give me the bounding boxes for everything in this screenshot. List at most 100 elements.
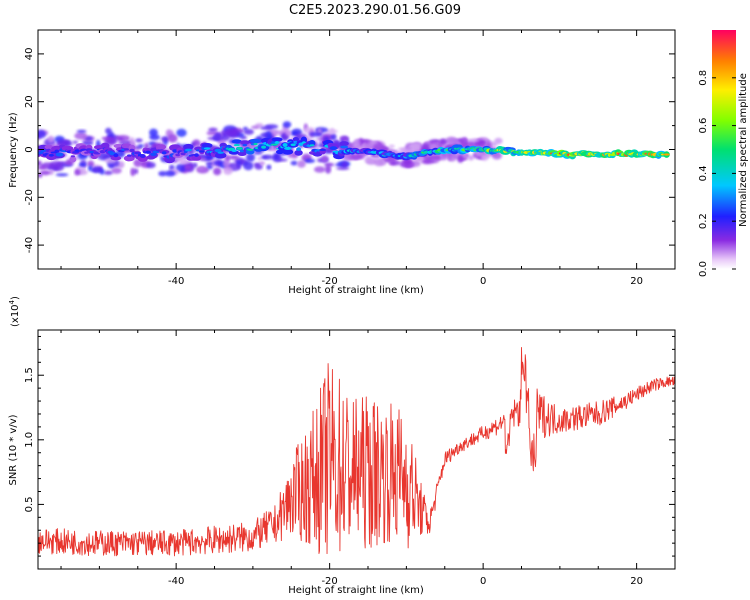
heatmap-cell bbox=[282, 121, 292, 128]
heatmap-cell bbox=[179, 160, 192, 165]
spectrogram-panel: -40 -20 0 20 -40 -20 0 20 40 Height of straight … bbox=[8, 29, 676, 296]
heatmap-cell bbox=[321, 155, 328, 163]
heatmap-cell bbox=[72, 140, 79, 144]
heatmap-cell bbox=[274, 141, 280, 144]
heatmap-cell bbox=[314, 166, 326, 173]
heatmap-cell bbox=[340, 145, 349, 149]
heatmap-cell bbox=[57, 139, 70, 146]
heatmap-cell bbox=[246, 148, 254, 151]
heatmap-cell bbox=[259, 161, 265, 166]
colorbar-tick-label: 0.0 bbox=[698, 261, 709, 277]
heatmap-cell bbox=[191, 155, 202, 161]
heatmap-cell bbox=[203, 147, 211, 150]
heatmap-cell bbox=[69, 156, 77, 163]
heatmap-cell bbox=[103, 170, 113, 175]
heatmap-cell bbox=[339, 141, 349, 147]
bottom-ylabel: SNR (10 * v/v) bbox=[8, 414, 19, 485]
heatmap-cell bbox=[480, 153, 489, 161]
heatmap-cell bbox=[175, 163, 187, 173]
heatmap-cell bbox=[319, 148, 327, 151]
heatmap-cell bbox=[139, 154, 146, 158]
heatmap-cell bbox=[222, 160, 230, 168]
y-multiplier: (x104) bbox=[8, 296, 21, 327]
heatmap-cell bbox=[161, 151, 167, 155]
y-tick-label: 1.5 bbox=[24, 367, 35, 383]
heatmap-cell bbox=[233, 143, 240, 147]
heatmap-cell bbox=[448, 138, 459, 144]
heatmap-cell bbox=[100, 142, 110, 149]
heatmap-cell bbox=[429, 154, 441, 160]
heatmap-cell bbox=[253, 162, 260, 167]
heatmap-cell bbox=[157, 144, 167, 150]
heatmap-cell bbox=[224, 128, 238, 136]
heatmap-cell bbox=[349, 155, 360, 160]
heatmap-cell bbox=[329, 146, 338, 151]
heatmap-cell bbox=[48, 153, 55, 157]
heatmap-cell bbox=[412, 142, 424, 151]
heatmap-cell bbox=[123, 155, 135, 162]
x-tick-label: 20 bbox=[630, 276, 643, 287]
heatmap-cell bbox=[78, 163, 87, 167]
y-tick-label: 0 bbox=[24, 146, 35, 152]
bottom-axes: -40 -20 0 20 0.5 1.0 1.5 bbox=[24, 330, 676, 587]
heatmap-cell bbox=[208, 127, 218, 132]
y-tick-label: 20 bbox=[24, 95, 35, 108]
y-tick-label: -20 bbox=[24, 189, 35, 205]
heatmap-cell bbox=[184, 148, 192, 152]
heatmap-cell bbox=[47, 135, 55, 143]
heatmap-cell bbox=[214, 148, 222, 153]
heatmap-cell bbox=[242, 143, 247, 147]
heatmap-cell bbox=[236, 147, 243, 150]
x-tick-label: -20 bbox=[321, 576, 337, 587]
heatmap-cell bbox=[74, 132, 88, 140]
top-xlabel: Height of straight line (km) bbox=[288, 285, 424, 296]
heatmap-cell bbox=[264, 124, 279, 129]
heatmap-cell bbox=[89, 151, 94, 153]
x-tick-label: 0 bbox=[480, 576, 486, 587]
heatmap-cell bbox=[55, 173, 69, 177]
snr-panel: -40 -20 0 20 0.5 1.0 1.5 Height of straight li… bbox=[8, 296, 676, 596]
heatmap-cell bbox=[214, 152, 227, 159]
heatmap-cell bbox=[374, 158, 384, 167]
colorbar-tick-label: 0.8 bbox=[698, 70, 709, 86]
heatmap-cell bbox=[243, 161, 254, 171]
colorbar-ticks: 0.0 0.2 0.4 0.6 0.8 bbox=[698, 70, 736, 277]
heatmap-cell bbox=[260, 132, 269, 138]
heatmap-cell bbox=[294, 149, 303, 156]
heatmap-cell bbox=[297, 160, 306, 168]
heatmap-cell bbox=[64, 160, 74, 166]
heatmap-cell bbox=[133, 168, 139, 175]
heatmap-area bbox=[38, 121, 670, 178]
heatmap-cell bbox=[70, 155, 76, 158]
heatmap-cell bbox=[205, 161, 214, 166]
heatmap-cell bbox=[276, 149, 284, 155]
heatmap-cell bbox=[111, 167, 122, 174]
heatmap-cell bbox=[285, 130, 292, 136]
chart-title: C2E5.2023.290.01.56.G09 bbox=[289, 3, 461, 18]
heatmap-cell bbox=[231, 149, 237, 152]
heatmap-cell bbox=[223, 166, 233, 175]
heatmap-cell bbox=[237, 151, 247, 156]
heatmap-cell bbox=[183, 164, 192, 170]
heatmap-cell bbox=[261, 145, 266, 149]
heatmap-cell bbox=[249, 138, 262, 144]
heatmap-cell bbox=[146, 162, 156, 169]
heatmap-cell bbox=[292, 137, 299, 142]
heatmap-cell bbox=[364, 158, 377, 163]
heatmap-cell bbox=[38, 129, 46, 139]
colorbar-tick-label: 0.6 bbox=[698, 118, 709, 134]
x-tick-label: -20 bbox=[321, 276, 337, 287]
heatmap-cell bbox=[180, 152, 186, 155]
heatmap-cell bbox=[74, 169, 80, 176]
heatmap-cell bbox=[84, 136, 94, 142]
heatmap-cell bbox=[38, 151, 44, 155]
heatmap-cell bbox=[183, 143, 194, 150]
heatmap-cell bbox=[239, 140, 250, 145]
colorbar-label: Normalized spectral amplitude bbox=[738, 73, 749, 227]
heatmap-cell bbox=[468, 155, 474, 161]
heatmap-cell bbox=[113, 153, 119, 158]
heatmap-cell bbox=[160, 136, 170, 142]
heatmap-cell bbox=[149, 128, 158, 137]
snr-series-line bbox=[38, 347, 675, 557]
heatmap-cell bbox=[243, 128, 254, 135]
